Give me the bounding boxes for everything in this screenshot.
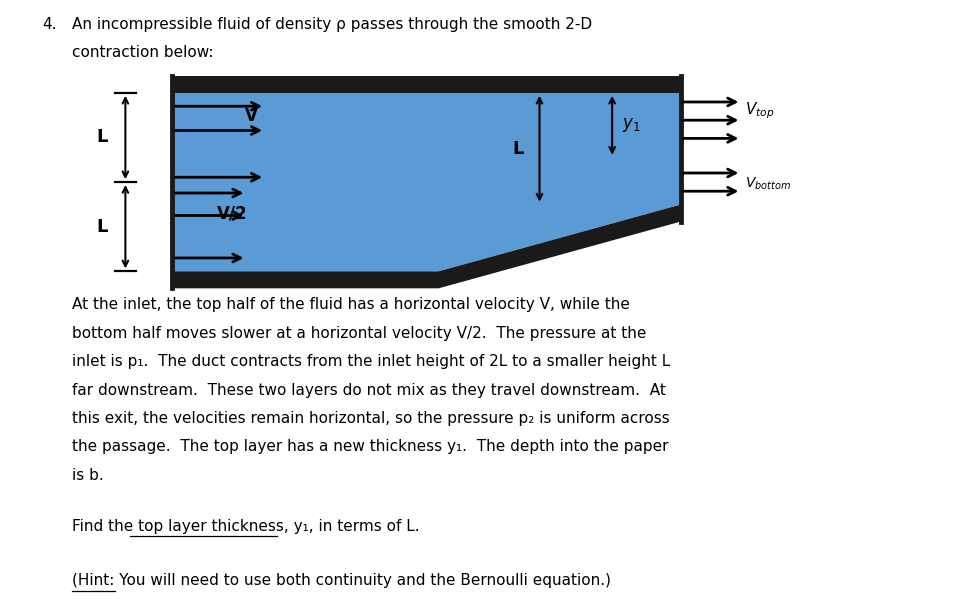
- Text: this exit, the velocities remain horizontal, so the pressure p₂ is uniform acros: this exit, the velocities remain horizon…: [72, 411, 670, 426]
- Text: $y_1$: $y_1$: [622, 117, 640, 134]
- Text: V/2: V/2: [216, 205, 247, 223]
- Text: At the inlet, the top half of the fluid has a horizontal velocity V, while the: At the inlet, the top half of the fluid …: [72, 297, 629, 312]
- Text: L: L: [512, 140, 524, 158]
- Text: V: V: [245, 107, 258, 125]
- Text: $V_{bottom}$: $V_{bottom}$: [746, 175, 791, 192]
- Text: (Hint: You will need to use both continuity and the Bernoulli equation.): (Hint: You will need to use both continu…: [72, 574, 611, 589]
- Text: $V_{top}$: $V_{top}$: [746, 101, 775, 121]
- Text: L: L: [96, 218, 108, 236]
- Text: the passage.  The top layer has a new thickness y₁.  The depth into the paper: the passage. The top layer has a new thi…: [72, 439, 669, 455]
- Text: Find the top layer thickness, y₁, in terms of L.: Find the top layer thickness, y₁, in ter…: [72, 518, 420, 534]
- Polygon shape: [172, 205, 680, 288]
- Text: inlet is p₁.  The duct contracts from the inlet height of 2L to a smaller height: inlet is p₁. The duct contracts from the…: [72, 354, 670, 369]
- Text: contraction below:: contraction below:: [72, 45, 213, 60]
- Text: L: L: [96, 129, 108, 146]
- Text: bottom half moves slower at a horizontal velocity V/2.  The pressure at the: bottom half moves slower at a horizontal…: [72, 325, 647, 341]
- Text: 4.: 4.: [42, 17, 57, 32]
- Text: is b.: is b.: [72, 468, 104, 483]
- Text: far downstream.  These two layers do not mix as they travel downstream.  At: far downstream. These two layers do not …: [72, 382, 666, 398]
- Polygon shape: [172, 93, 680, 271]
- Polygon shape: [172, 76, 680, 93]
- Text: An incompressible fluid of density ρ passes through the smooth 2-D: An incompressible fluid of density ρ pas…: [72, 17, 592, 32]
